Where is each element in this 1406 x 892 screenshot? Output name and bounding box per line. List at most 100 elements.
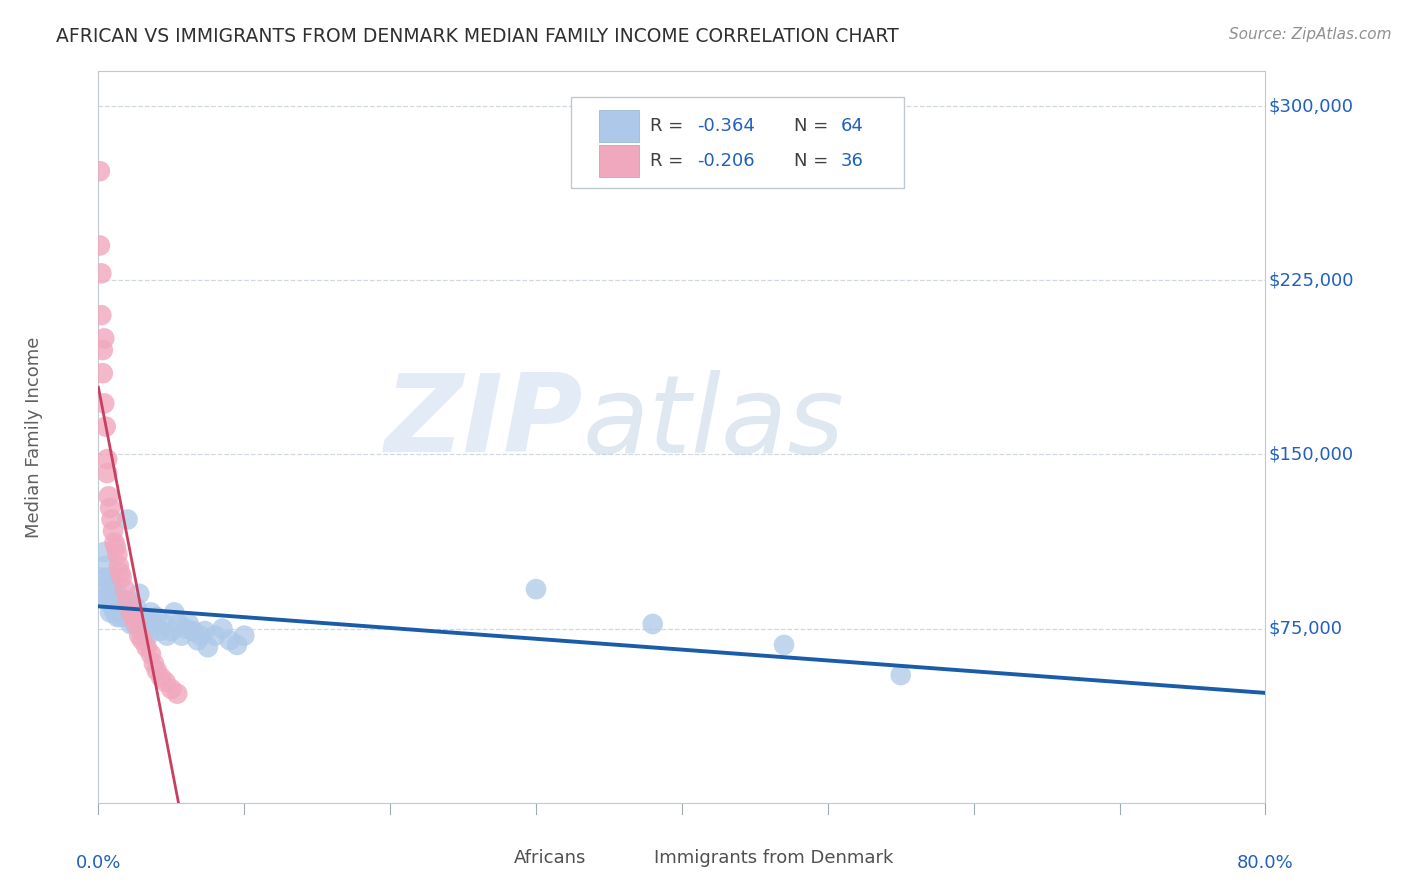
Point [114, 600, 136, 615]
Text: Immigrants from Denmark: Immigrants from Denmark [654, 848, 893, 867]
Point [89, 164, 111, 178]
Point [90, 570, 112, 584]
Point [132, 610, 155, 624]
FancyBboxPatch shape [571, 97, 904, 188]
Point [91, 343, 114, 357]
Point [117, 512, 139, 526]
Point [150, 670, 173, 684]
Point [142, 657, 165, 671]
Text: 36: 36 [841, 153, 863, 170]
Point [174, 622, 197, 636]
Point [160, 624, 183, 638]
FancyBboxPatch shape [599, 145, 638, 178]
Point [177, 617, 200, 632]
Text: $225,000: $225,000 [1268, 271, 1354, 289]
Point [218, 633, 240, 648]
Point [101, 524, 124, 538]
Text: N =: N = [794, 117, 834, 136]
Point [135, 640, 157, 655]
Point [167, 617, 190, 632]
Text: N =: N = [794, 153, 834, 170]
Point [97, 587, 120, 601]
Point [111, 594, 134, 608]
FancyBboxPatch shape [599, 110, 638, 143]
Text: $75,000: $75,000 [1268, 620, 1343, 638]
Point [114, 582, 136, 597]
Point [93, 545, 115, 559]
Point [103, 606, 125, 620]
Point [120, 617, 142, 632]
Point [204, 629, 226, 643]
Text: 0.0%: 0.0% [76, 854, 121, 871]
Text: Africans: Africans [513, 848, 586, 867]
Point [103, 535, 125, 549]
Point [129, 624, 152, 638]
Point [146, 610, 169, 624]
Point [93, 396, 115, 410]
Point [104, 541, 127, 555]
Point [105, 587, 128, 601]
Point [103, 594, 125, 608]
Point [190, 629, 212, 643]
Point [226, 638, 249, 652]
Point [128, 587, 150, 601]
Point [105, 610, 128, 624]
Point [197, 640, 219, 655]
Point [101, 587, 124, 601]
Point [100, 582, 122, 597]
Point [90, 308, 112, 322]
Text: atlas: atlas [582, 370, 845, 475]
Text: AFRICAN VS IMMIGRANTS FROM DENMARK MEDIAN FAMILY INCOME CORRELATION CHART: AFRICAN VS IMMIGRANTS FROM DENMARK MEDIA… [56, 27, 898, 45]
Text: 64: 64 [841, 117, 863, 136]
Point [97, 575, 120, 590]
Point [155, 675, 177, 690]
Point [160, 681, 183, 696]
Point [94, 580, 117, 594]
Point [170, 629, 193, 643]
Point [110, 566, 132, 580]
Point [97, 489, 120, 503]
Point [163, 606, 186, 620]
Text: Median Family Income: Median Family Income [25, 336, 44, 538]
Point [94, 419, 117, 434]
Text: $300,000: $300,000 [1268, 97, 1354, 115]
Point [90, 266, 112, 280]
Point [146, 664, 169, 678]
Point [118, 594, 141, 608]
Point [112, 606, 135, 620]
Point [100, 512, 122, 526]
Point [194, 624, 217, 638]
Point [98, 500, 121, 515]
Point [890, 668, 912, 682]
Point [166, 687, 188, 701]
Point [122, 610, 145, 624]
Point [105, 547, 128, 561]
Point [131, 633, 153, 648]
Point [117, 594, 139, 608]
Point [89, 238, 111, 252]
Text: R =: R = [651, 117, 689, 136]
Point [101, 575, 124, 590]
Point [149, 624, 172, 638]
Point [181, 624, 204, 638]
Point [187, 633, 209, 648]
Text: Source: ZipAtlas.com: Source: ZipAtlas.com [1229, 27, 1392, 42]
Point [96, 466, 118, 480]
Point [142, 617, 165, 632]
Point [110, 610, 132, 624]
Point [96, 594, 118, 608]
Point [124, 617, 146, 632]
Point [139, 647, 162, 661]
Text: R =: R = [651, 153, 689, 170]
Point [128, 629, 150, 643]
Point [136, 629, 159, 643]
Point [773, 638, 796, 652]
Point [125, 600, 148, 615]
Text: -0.206: -0.206 [697, 153, 755, 170]
Point [125, 617, 148, 632]
Point [156, 629, 179, 643]
Point [101, 594, 124, 608]
Point [96, 570, 118, 584]
Point [100, 599, 122, 613]
Text: 80.0%: 80.0% [1237, 854, 1294, 871]
